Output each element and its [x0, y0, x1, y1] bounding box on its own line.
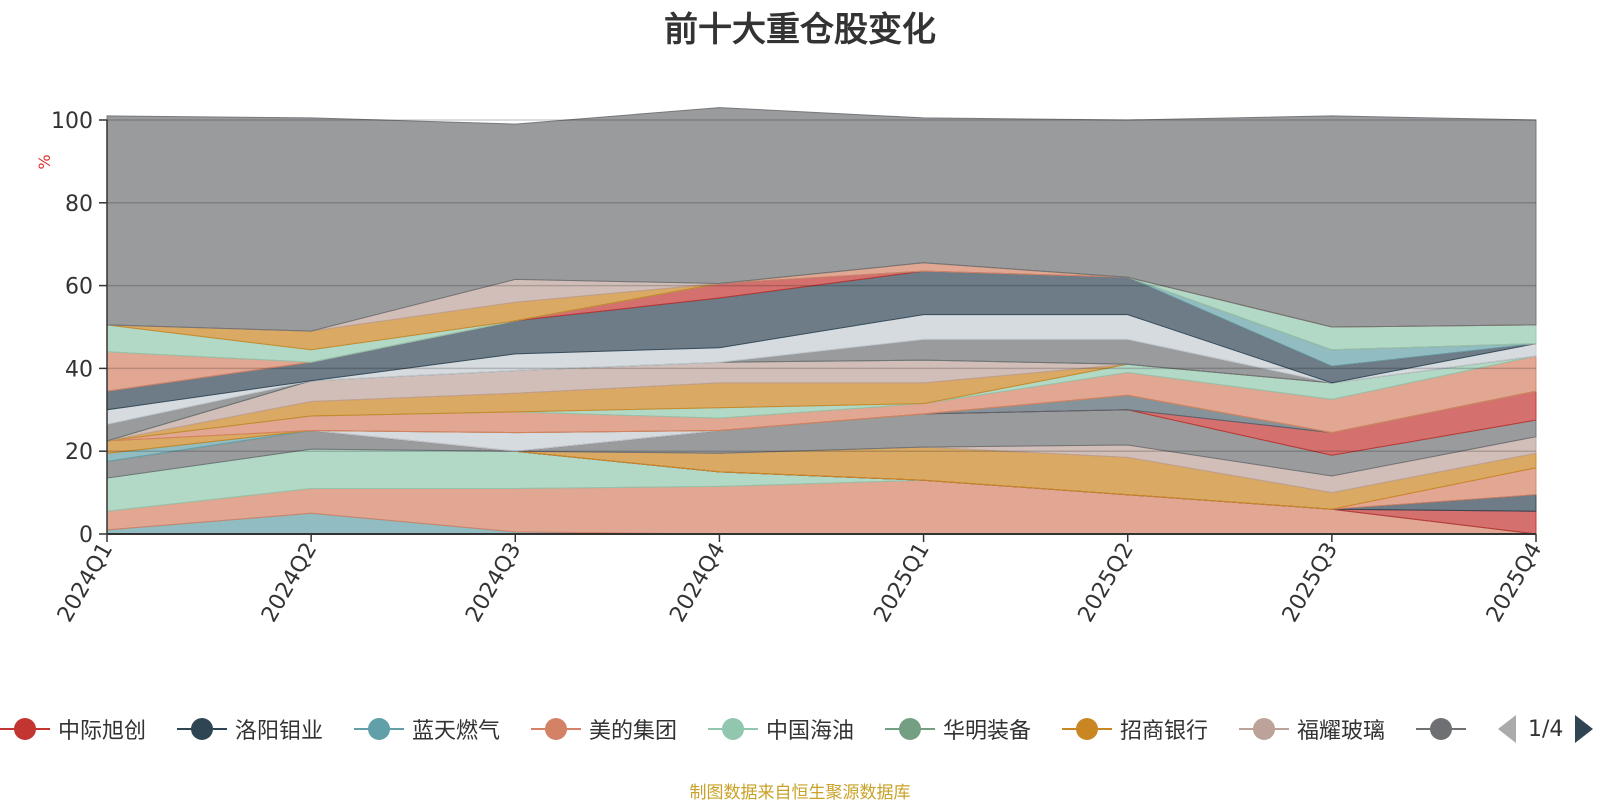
legend-symbol — [885, 714, 935, 744]
legend-item-2[interactable]: 蓝天燃气 — [354, 712, 500, 746]
chart-title: 前十大重仓股变化 — [664, 10, 936, 50]
legend-prev-page-button[interactable] — [1498, 715, 1516, 743]
legend-item-5[interactable]: 华明装备 — [885, 712, 1031, 746]
area-series-29 — [106, 107, 1537, 332]
legend-label: 福耀玻璃 — [1297, 719, 1386, 744]
legend-item-6[interactable]: 招商银行 — [1062, 712, 1208, 746]
x-tick-label-4: 2025Q1 — [869, 539, 934, 627]
x-tick-label-0: 2024Q1 — [53, 539, 118, 627]
legend-label: 招商银行 — [1120, 719, 1209, 744]
legend-item-8[interactable] — [1416, 712, 1474, 746]
y-tick-label-4: 80 — [65, 192, 93, 217]
area-series-group — [106, 107, 1537, 535]
y-tick-label-1: 20 — [65, 440, 93, 465]
legend-pager: 1/4 — [1498, 712, 1594, 746]
legend-label: 中国海油 — [766, 719, 855, 744]
legend-item-7[interactable]: 福耀玻璃 — [1239, 712, 1385, 746]
legend-next-page-button[interactable] — [1575, 715, 1594, 743]
legend-symbol — [0, 714, 50, 744]
legend-symbol — [1062, 714, 1112, 744]
x-tick-label-7: 2025Q4 — [1482, 539, 1547, 627]
legend-item-3[interactable]: 美的集团 — [531, 712, 677, 746]
x-tick-label-2: 2024Q3 — [461, 539, 526, 627]
x-tick-label-1: 2024Q2 — [257, 539, 322, 627]
source-note: 制图数据来自恒生聚源数据库 — [689, 783, 911, 803]
legend-symbol — [1239, 714, 1289, 744]
legend-label: 美的集团 — [589, 719, 678, 744]
legend-symbol — [1416, 714, 1466, 744]
legend-label: 洛阳钼业 — [235, 719, 324, 744]
legend-item-0[interactable]: 中际旭创 — [0, 712, 146, 746]
x-tick-label-5: 2025Q2 — [1074, 539, 1139, 627]
legend-symbol — [177, 714, 227, 744]
legend: 中际旭创 洛阳钼业 蓝天燃气 美的集团 中国海油 华明装备 招商银行 福耀玻璃 1/4 — [0, 712, 1600, 752]
legend-item-1[interactable]: 洛阳钼业 — [177, 712, 323, 746]
legend-item-4[interactable]: 中国海油 — [708, 712, 854, 746]
stacked-area-chart: 0 20 40 60 80 100 2024Q1 2024Q2 2024Q3 2024Q4 2025… — [35, 107, 1547, 627]
x-tick-label-6: 2025Q3 — [1278, 539, 1343, 627]
x-tick-label-3: 2024Q4 — [665, 539, 730, 627]
y-tick-label-2: 40 — [65, 357, 93, 382]
legend-label: 中际旭创 — [58, 719, 147, 744]
legend-label: 华明装备 — [943, 719, 1032, 744]
legend-symbol — [531, 714, 581, 744]
y-tick-label-0: 0 — [79, 523, 93, 548]
legend-symbol — [708, 714, 758, 744]
y-tick-label-5: 100 — [51, 109, 93, 134]
legend-label: 蓝天燃气 — [412, 719, 501, 744]
legend-items: 中际旭创 洛阳钼业 蓝天燃气 美的集团 中国海油 华明装备 招商银行 福耀玻璃 — [0, 712, 1480, 752]
legend-symbol — [354, 714, 404, 744]
y-axis-label: % — [35, 154, 54, 169]
y-tick-label-3: 60 — [65, 275, 93, 300]
legend-page-indicator: 1/4 — [1528, 716, 1564, 742]
gridlines — [107, 119, 1536, 452]
